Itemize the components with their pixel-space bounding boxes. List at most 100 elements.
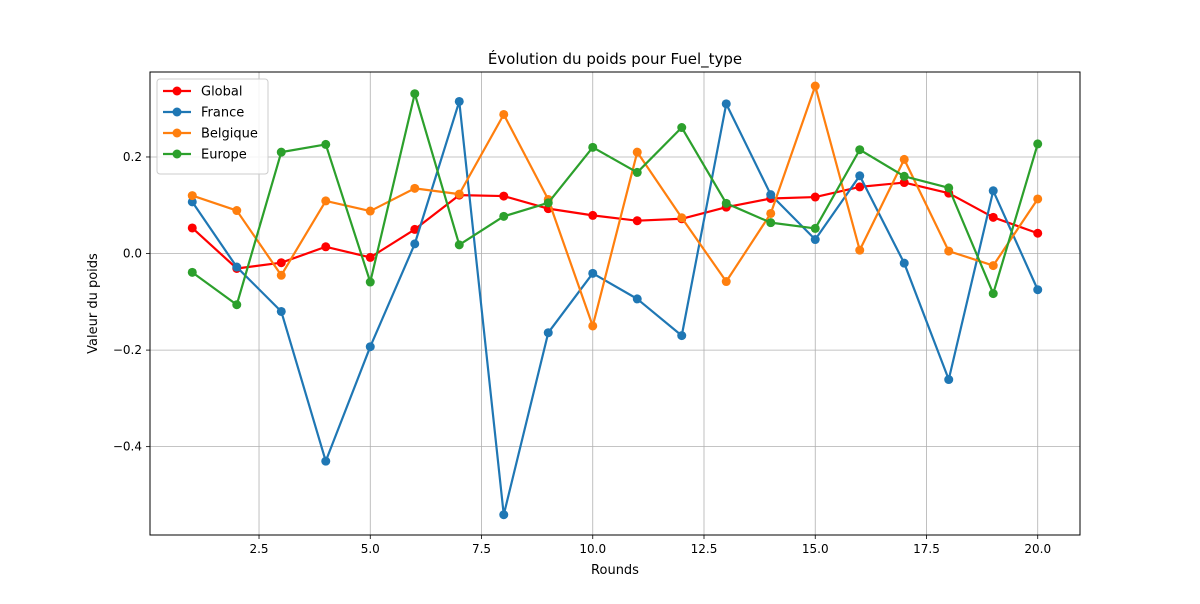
series-belgique <box>187 81 1043 331</box>
data-point-europe <box>1033 139 1043 149</box>
data-point-global <box>810 192 820 202</box>
data-point-belgique <box>766 208 776 218</box>
legend-frame <box>156 78 269 175</box>
series-europe <box>187 89 1043 310</box>
y-tick-label: −0.4 <box>113 440 142 454</box>
series-line-belgique <box>191 84 1039 328</box>
data-point-belgique <box>632 147 642 157</box>
plot-frame <box>149 71 1081 536</box>
series-line-global <box>191 181 1039 270</box>
data-point-france <box>321 456 331 466</box>
data-point-france <box>721 99 731 109</box>
legend-item-france: France <box>163 106 244 121</box>
data-point-europe <box>321 139 331 149</box>
data-point-belgique <box>187 191 197 201</box>
data-point-global <box>187 223 197 233</box>
legend-swatch-marker <box>172 86 182 96</box>
data-point-global <box>499 191 509 201</box>
data-point-belgique <box>454 189 464 199</box>
data-point-france <box>365 342 375 352</box>
legend-item-global: Global <box>163 85 242 100</box>
legend-item-europe: Europe <box>163 148 247 163</box>
data-point-europe <box>543 198 553 208</box>
data-point-global <box>855 182 865 192</box>
series-global <box>187 178 1043 273</box>
data-point-belgique <box>1033 194 1043 204</box>
x-tick-label: 15.0 <box>802 542 829 556</box>
data-point-france <box>944 375 954 385</box>
data-point-france <box>677 331 687 341</box>
data-point-belgique <box>721 277 731 287</box>
data-point-europe <box>855 145 865 155</box>
data-point-belgique <box>810 81 820 91</box>
series-layer <box>187 81 1043 520</box>
data-point-france <box>899 258 909 268</box>
data-point-belgique <box>365 206 375 216</box>
data-point-france <box>454 96 464 106</box>
data-point-belgique <box>899 154 909 164</box>
data-point-france <box>988 186 998 196</box>
legend-swatch-marker <box>172 149 182 159</box>
data-point-europe <box>677 123 687 133</box>
data-point-belgique <box>276 270 286 280</box>
x-axis-title: Rounds <box>591 563 639 578</box>
data-point-europe <box>810 223 820 233</box>
series-line-france <box>191 100 1039 516</box>
data-point-belgique <box>988 261 998 271</box>
data-point-france <box>410 239 420 249</box>
data-point-europe <box>988 289 998 299</box>
legend-label: France <box>201 106 244 121</box>
data-point-global <box>632 216 642 226</box>
data-point-europe <box>187 267 197 277</box>
y-tick-label: 0.0 <box>123 247 142 261</box>
data-point-europe <box>365 277 375 287</box>
data-point-france <box>855 171 865 181</box>
legend-label: Global <box>201 85 242 100</box>
legend-label: Europe <box>201 148 247 163</box>
data-point-global <box>321 242 331 252</box>
ticks: 2.5 5.0 7.5 10.0 12.5 15.0 17.5 20.0 −0.4 −0.2 0.0… <box>113 150 1051 556</box>
series-france <box>187 96 1043 520</box>
data-point-france <box>588 268 598 278</box>
data-point-europe <box>766 218 776 228</box>
x-tick-label: 2.5 <box>249 542 268 556</box>
x-tick-label: 20.0 <box>1024 542 1051 556</box>
data-point-global <box>899 178 909 188</box>
data-point-belgique <box>499 109 509 119</box>
data-point-belgique <box>855 245 865 255</box>
data-point-belgique <box>232 206 242 216</box>
data-point-france <box>543 328 553 338</box>
data-point-europe <box>454 240 464 250</box>
data-point-europe <box>899 171 909 181</box>
data-point-belgique <box>944 246 954 256</box>
data-point-europe <box>721 198 731 208</box>
legend-swatch-marker <box>172 107 182 117</box>
data-point-europe <box>499 211 509 221</box>
data-point-france <box>187 197 197 207</box>
data-point-global <box>1033 228 1043 238</box>
data-point-europe <box>410 89 420 99</box>
grid <box>150 72 1080 535</box>
y-axis-title: Valeur du poids <box>86 253 101 354</box>
x-tick-label: 7.5 <box>472 542 491 556</box>
data-point-france <box>499 510 509 520</box>
data-point-global <box>588 210 598 220</box>
data-point-belgique <box>321 196 331 206</box>
data-point-europe <box>276 147 286 157</box>
data-point-global <box>410 224 420 234</box>
legend-swatch-marker <box>172 128 182 138</box>
legend-item-belgique: Belgique <box>163 127 258 142</box>
x-tick-label: 10.0 <box>579 542 606 556</box>
y-tick-label: 0.2 <box>123 150 142 164</box>
x-tick-label: 12.5 <box>691 542 718 556</box>
data-point-europe <box>588 142 598 152</box>
data-point-france <box>766 190 776 200</box>
data-point-belgique <box>677 213 687 223</box>
chart-title: Évolution du poids pour Fuel_type <box>488 49 742 69</box>
data-point-france <box>632 294 642 304</box>
data-point-europe <box>232 300 242 310</box>
data-point-belgique <box>588 321 598 331</box>
y-tick-label: −0.2 <box>113 343 142 357</box>
data-point-europe <box>632 167 642 177</box>
